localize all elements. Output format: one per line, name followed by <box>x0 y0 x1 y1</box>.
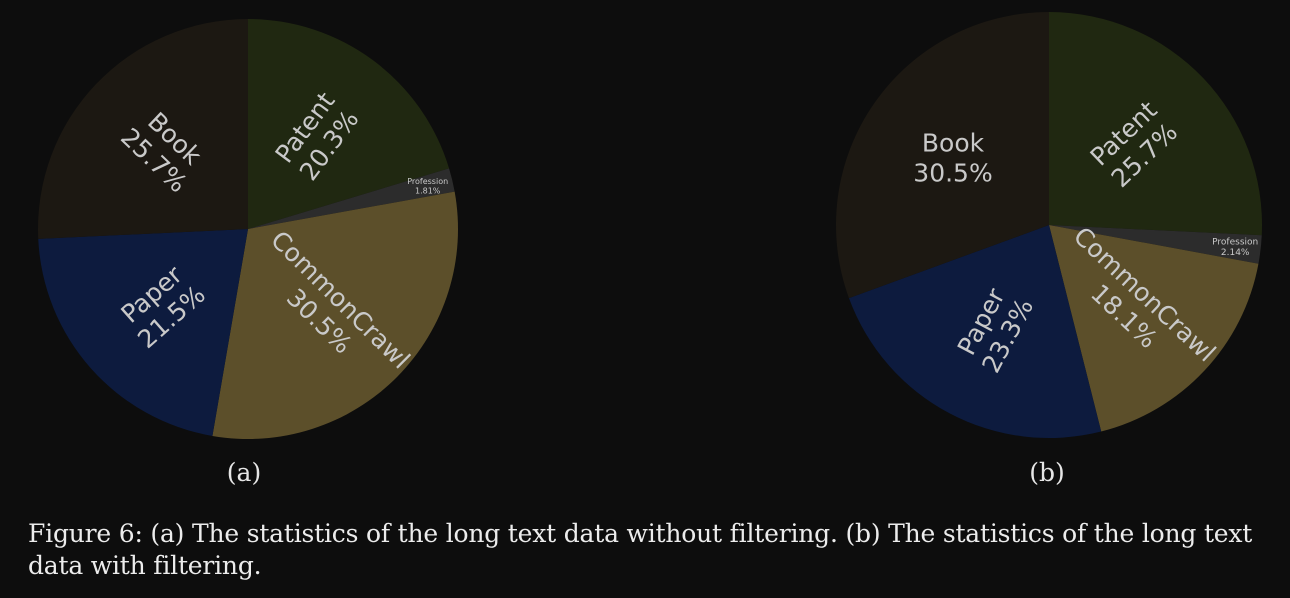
slice-category-profession-a: Profession <box>407 177 448 186</box>
pie-slice-commoncrawl-a <box>212 191 458 439</box>
figure-caption: Figure 6: (a) The statistics of the long… <box>28 519 1253 580</box>
pie-slice-paper-b <box>848 225 1102 438</box>
subfigure-label-a: (a) <box>226 458 262 487</box>
slice-label-profession-a: Profession 1.81% <box>407 177 448 196</box>
pie-slice-patent-b <box>1049 12 1262 236</box>
pie-slice-profession-a <box>248 168 455 229</box>
pie-slice-commoncrawl-b <box>1049 225 1259 432</box>
pie-slice-book-b <box>836 12 1049 299</box>
slice-category-profession-b: Profession <box>1212 237 1258 247</box>
slice-label-profession-b: Profession 2.14% <box>1212 237 1258 258</box>
slice-value-profession-b: 2.14% <box>1221 248 1250 258</box>
pie-slice-patent-a <box>248 19 450 229</box>
pie-chart-b: Patent25.7%Profession 2.14%CommonCrawl18.… <box>836 12 1262 438</box>
slice-category-book-b: Book <box>922 129 985 158</box>
subfigure-label-b: (b) <box>1029 458 1065 487</box>
pie-slice-profession-b <box>1049 225 1262 264</box>
pie-chart-a: Patent20.3% Profession 1.81%CommonCrawl30.… <box>37 19 458 439</box>
pie-slice-paper-a <box>38 229 249 436</box>
slice-value-book-b: 30.5% <box>913 159 992 188</box>
pie-charts: Patent20.3% Profession 1.81%CommonCrawl30.… <box>37 12 1262 439</box>
pie-slice-book-a <box>37 19 248 239</box>
slice-value-profession-a: 1.81% <box>415 186 441 195</box>
slice-label-book-b: Book 30.5% <box>913 129 992 188</box>
